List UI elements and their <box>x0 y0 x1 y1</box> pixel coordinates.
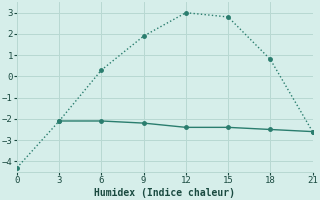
X-axis label: Humidex (Indice chaleur): Humidex (Indice chaleur) <box>94 188 235 198</box>
